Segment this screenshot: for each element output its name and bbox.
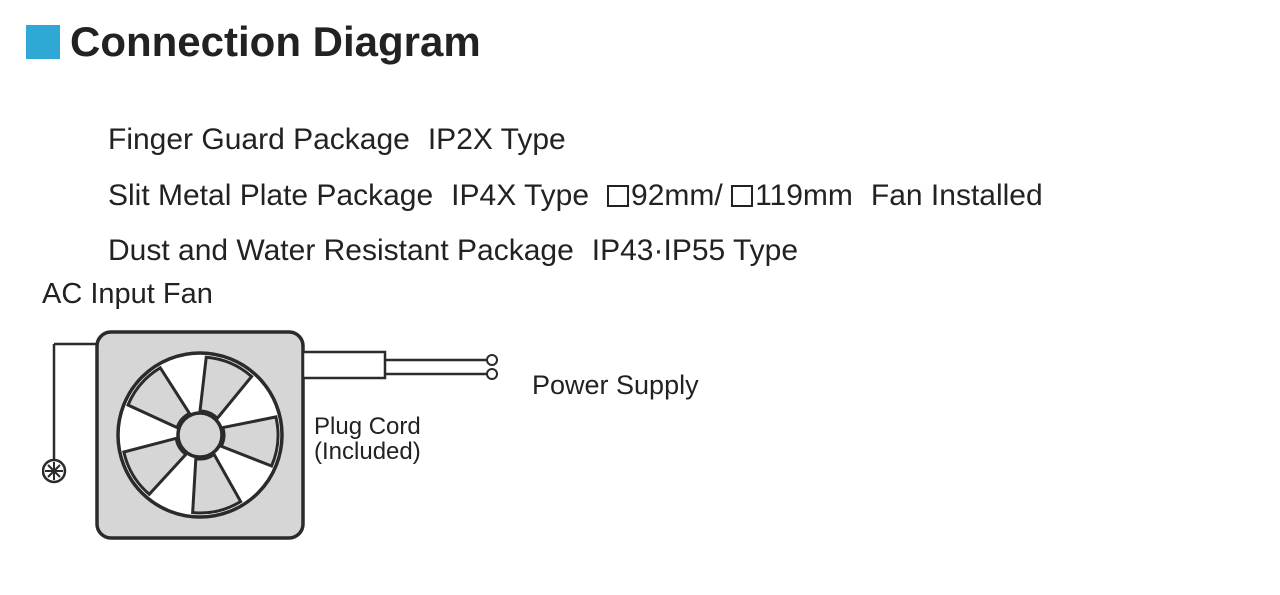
package-info: Finger Guard Package IP2X Type Slit Meta… <box>0 66 1280 279</box>
title-row: Connection Diagram <box>0 0 1280 66</box>
package-line-2: Slit Metal Plate Package IP4X Type 92mm/… <box>108 168 1280 224</box>
ac-input-label: AC Input Fan <box>42 278 213 311</box>
page-title: Connection Diagram <box>70 18 481 66</box>
diagram-svg <box>42 320 642 580</box>
package-line-1: Finger Guard Package IP2X Type <box>108 112 1280 168</box>
package-name: Finger Guard Package <box>108 112 410 168</box>
square-icon <box>731 185 753 207</box>
title-square-icon <box>26 25 60 59</box>
package-line-3: Dust and Water Resistant Package IP43·IP… <box>108 223 1280 279</box>
package-type: IP4X Type <box>451 168 589 224</box>
package-name: Dust and Water Resistant Package <box>108 223 574 279</box>
package-type: IP2X Type <box>428 112 566 168</box>
package-name: Slit Metal Plate Package <box>108 168 433 224</box>
package-type: IP43·IP55 Type <box>592 223 798 279</box>
package-suffix: Fan Installed <box>871 168 1043 224</box>
connection-diagram: AC Input Fan Plug Cord (Included) Power … <box>42 278 942 588</box>
square-icon <box>607 185 629 207</box>
package-dims: 92mm/ 119mm <box>607 168 853 224</box>
